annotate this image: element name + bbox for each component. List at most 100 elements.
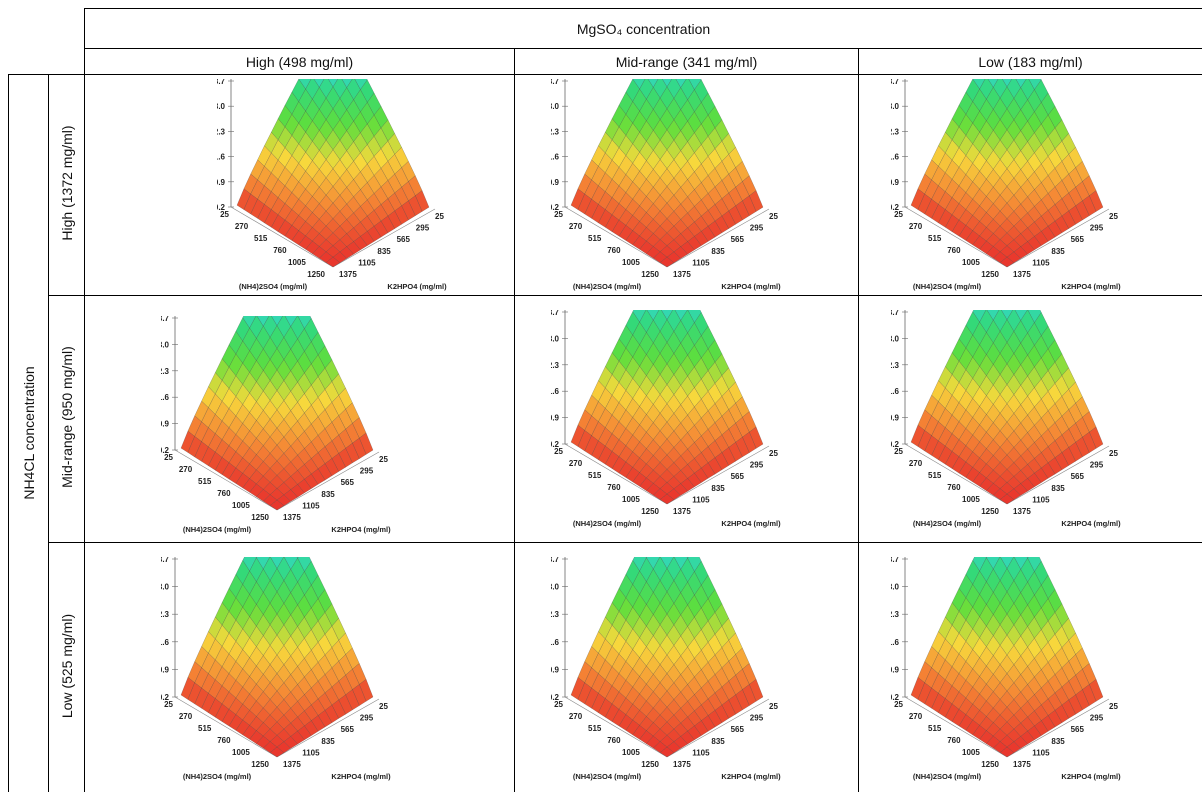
z-tick-label: 0.2 <box>217 203 226 212</box>
y-tick-label: 1105 <box>692 258 710 267</box>
surface-plot: 3.73.02.31.60.90.2OD25270515760100512501… <box>161 316 391 534</box>
x-tick-label: 1250 <box>251 760 269 769</box>
x-tick-label: 515 <box>588 234 602 243</box>
x-tick-label: 515 <box>928 471 942 480</box>
y-tick-label: 835 <box>1051 737 1065 746</box>
z-tick-labels: 3.7 3.0 2.3 1.6 0.9 0.2 <box>161 316 178 455</box>
x-tick-label: 25 <box>220 210 229 219</box>
x-axis-line <box>564 206 668 268</box>
x-tick-label: 25 <box>554 700 563 709</box>
y-tick-label: 295 <box>750 714 764 723</box>
corner-blank <box>0 0 84 74</box>
z-tick-label: 0.2 <box>891 693 900 702</box>
col-group-label: MgSO₄ concentration <box>576 20 711 37</box>
z-tick-label: 3.0 <box>551 583 560 592</box>
z-tick-labels: 3.7 3.0 2.3 1.6 0.9 0.2 <box>551 79 568 212</box>
x-tick-label: 270 <box>569 222 583 231</box>
y-tick-label: 835 <box>377 247 391 256</box>
col-header-0: High (498 mg/ml) <box>84 48 514 74</box>
chart-cell-1-1: 3.73.02.31.60.90.2OD25270515760100512501… <box>514 295 858 542</box>
x-tick-label: 1005 <box>962 495 980 504</box>
col-header-label: Low (183 mg/ml) <box>978 53 1083 70</box>
z-tick-labels: 3.7 3.0 2.3 1.6 0.9 0.2 <box>551 557 568 702</box>
y-tick-label: 25 <box>1109 702 1118 711</box>
z-tick-label: 2.3 <box>551 127 560 136</box>
y-axis-line <box>666 445 770 505</box>
x-tick-label: 270 <box>569 459 583 468</box>
x-tick-label: 1005 <box>962 258 980 267</box>
col-header-1: Mid-range (341 mg/ml) <box>514 48 858 74</box>
z-tick-label: 0.9 <box>551 414 560 423</box>
y-tick-label: 1375 <box>1013 507 1031 516</box>
z-tick-label: 0.9 <box>891 665 900 674</box>
x-tick-label: 270 <box>179 712 193 721</box>
x-tick-label: 25 <box>894 700 903 709</box>
y-tick-label: 565 <box>731 725 745 734</box>
z-tick-label: 1.6 <box>551 153 560 162</box>
y-tick-label: 565 <box>1071 725 1085 734</box>
y-tick-label: 1105 <box>692 495 710 504</box>
x-tick-label: 1250 <box>251 513 269 522</box>
y-axis-line <box>1006 698 1110 758</box>
x-tick-label: 760 <box>273 246 287 255</box>
row-header-1: Mid-range (950 mg/ml) <box>48 295 84 542</box>
y-tick-label: 25 <box>1109 449 1118 458</box>
y-tick-label: 1105 <box>1032 495 1050 504</box>
row-header-label: Mid-range (950 mg/ml) <box>59 346 75 488</box>
z-tick-label: 0.2 <box>161 446 170 455</box>
col-header-label: High (498 mg/ml) <box>245 53 354 70</box>
surface-plot: 3.73.02.31.60.90.2OD25270515760100512501… <box>161 557 391 781</box>
x-tick-label: 515 <box>254 234 268 243</box>
z-tick-label: 0.9 <box>161 420 170 429</box>
row-header-label: Low (525 mg/ml) <box>59 613 75 719</box>
x-tick-label: 270 <box>909 459 923 468</box>
y-axis-label: K2HPO4 (mg/ml) <box>1061 282 1121 291</box>
y-tick-label: 1105 <box>302 501 320 510</box>
surface-facet <box>659 256 675 268</box>
y-axis-line <box>666 698 770 758</box>
chart-cell-2-1: 3.73.02.31.60.90.2OD25270515760100512501… <box>514 542 858 792</box>
y-tick-label: 835 <box>321 737 335 746</box>
x-tick-label: 1005 <box>288 258 306 267</box>
surface-facet <box>659 493 675 505</box>
x-tick-label: 760 <box>947 736 961 745</box>
surface-mesh <box>570 310 764 505</box>
z-tick-label: 1.6 <box>891 153 900 162</box>
x-tick-label: 1005 <box>622 748 640 757</box>
z-tick-label: 3.7 <box>551 310 560 317</box>
x-axis-label: (NH4)2SO4 (mg/ml) <box>573 519 642 528</box>
x-tick-label: 515 <box>588 724 602 733</box>
x-axis-line <box>904 696 1008 758</box>
z-tick-label: 3.7 <box>891 79 900 86</box>
y-tick-label: 25 <box>379 702 388 711</box>
surface-mesh <box>910 557 1104 758</box>
x-tick-label: 760 <box>947 246 961 255</box>
x-tick-label: 515 <box>928 724 942 733</box>
surface-plot: 3.73.02.31.60.90.2OD25270515760100512501… <box>551 310 781 528</box>
y-tick-label: 1105 <box>302 748 320 757</box>
surface-facet <box>999 746 1015 758</box>
y-axis-line <box>666 208 770 268</box>
col-header-label: Mid-range (341 mg/ml) <box>615 53 758 70</box>
y-axis-line <box>1006 445 1110 505</box>
y-tick-label: 25 <box>769 212 778 221</box>
y-tick-label: 565 <box>341 478 355 487</box>
x-tick-label: 1005 <box>622 258 640 267</box>
surface-mesh <box>236 79 430 268</box>
y-axis-label: K2HPO4 (mg/ml) <box>1061 772 1121 781</box>
z-tick-label: 1.6 <box>161 393 170 402</box>
z-tick-label: 2.3 <box>891 361 900 370</box>
z-tick-label: 3.0 <box>551 334 560 343</box>
z-tick-label: 0.2 <box>891 440 900 449</box>
x-tick-label: 1005 <box>622 495 640 504</box>
x-tick-label: 1250 <box>981 507 999 516</box>
z-tick-label: 0.2 <box>551 440 560 449</box>
z-tick-label: 0.9 <box>891 178 900 187</box>
y-axis-label: K2HPO4 (mg/ml) <box>331 525 391 534</box>
